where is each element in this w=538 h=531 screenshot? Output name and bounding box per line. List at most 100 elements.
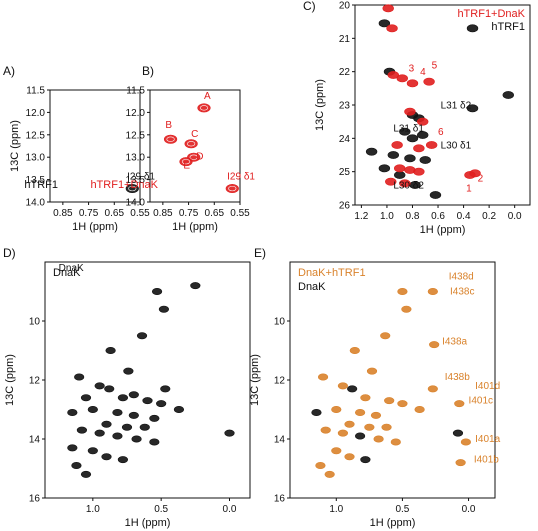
peak-red — [406, 79, 419, 88]
y-tick-label: 13.5 — [26, 175, 46, 186]
peak-orange — [380, 332, 391, 340]
peak-black — [101, 453, 112, 461]
peak-black — [417, 131, 429, 139]
y-tick-label: 25 — [339, 167, 351, 178]
peak-annotation: I438c — [450, 286, 474, 297]
peak-black — [105, 346, 116, 354]
peak-black — [466, 104, 479, 113]
peak-orange — [317, 373, 329, 381]
x-tick-label: 0.5 — [395, 504, 409, 515]
peak-red — [425, 141, 438, 149]
x-tick-label: 1.0 — [329, 504, 343, 515]
peak-black — [347, 385, 358, 393]
x-tick-label: 0.5 — [154, 504, 168, 515]
x-tick-label: 1.0 — [380, 211, 394, 222]
peak-black — [173, 405, 185, 413]
peak-orange — [390, 438, 401, 446]
peak-red — [469, 169, 481, 178]
peak-contour — [181, 159, 191, 165]
y-tick-label: 12.5 — [126, 130, 146, 141]
peak-red — [184, 139, 198, 149]
peak-annotation: I438b — [445, 372, 470, 383]
y-tick-label: 13.5 — [126, 175, 146, 186]
peak-red — [386, 24, 398, 33]
peak-red — [382, 4, 394, 13]
peak-black — [121, 423, 133, 431]
peak-annotation: 4 — [420, 67, 426, 78]
peak-orange — [384, 397, 395, 405]
peak-red — [404, 107, 416, 116]
peak-orange — [401, 305, 412, 313]
peak-black — [466, 24, 479, 33]
y-tick-label: 16 — [29, 494, 41, 505]
peak-red — [225, 184, 239, 194]
peak-black — [406, 134, 419, 143]
peak-black — [128, 411, 139, 419]
peak-orange — [337, 382, 349, 390]
peak-orange — [373, 435, 384, 443]
peak-red — [417, 117, 429, 126]
x-tick-label: 0.4 — [457, 211, 471, 222]
y-axis-label: 13C (ppm) — [314, 79, 326, 131]
peak-annotation: I401b — [474, 455, 499, 466]
x-axis-label: 1H (ppm) — [420, 224, 466, 236]
peak-black — [452, 429, 464, 437]
peak-red — [163, 134, 178, 144]
panel-label: C) — [303, 0, 316, 13]
peak-annotation: C — [191, 129, 198, 140]
peak-contour — [128, 185, 137, 192]
legend-entry: hTRF1+DnaK — [457, 8, 525, 20]
x-tick-label: 0.8 — [406, 211, 420, 222]
legend-entry: hTRF1 — [491, 21, 525, 33]
y-tick-label: 12.0 — [126, 108, 146, 119]
peak-orange — [344, 420, 355, 428]
x-axis-label: 1H (ppm) — [172, 221, 218, 233]
x-tick-label: 0.65 — [205, 208, 225, 219]
peak-black — [128, 391, 139, 399]
peak-orange — [354, 408, 366, 416]
y-axis-label: 13C (ppm) — [4, 354, 16, 406]
peak-red — [396, 74, 408, 83]
panel-d: D) 1.0 0.5 0.0 10 12 14 16 1H (ppm) 13C (ppm) DnaK… — [3, 246, 251, 529]
peak-black — [156, 400, 167, 408]
y-tick-label: 13.0 — [26, 153, 46, 164]
peak-black — [149, 438, 160, 446]
peak-red — [423, 77, 435, 86]
plot-frame — [149, 89, 241, 203]
peak-annotation: DnaK — [59, 263, 84, 274]
peak-red — [399, 179, 411, 188]
y-tick-label: 16 — [274, 494, 286, 505]
y-tick-label: 12 — [29, 376, 41, 387]
x-tick-label: 0.6 — [431, 211, 445, 222]
peak-black — [125, 184, 139, 194]
x-tick-label: 0.0 — [223, 504, 237, 515]
peak-red — [394, 164, 406, 173]
peak-annotation: L31 δ1 — [393, 124, 424, 135]
peak-black — [378, 19, 391, 28]
peak-red — [413, 167, 425, 176]
peak-black — [354, 432, 366, 440]
peak-black — [151, 287, 163, 295]
peak-red — [391, 141, 403, 149]
peak-black — [149, 414, 160, 422]
peak-orange — [427, 287, 438, 295]
peak-black — [87, 405, 98, 413]
peak-orange — [337, 429, 349, 437]
peak-annotation: D — [196, 151, 203, 162]
plot-frame — [49, 89, 141, 203]
peak-orange — [397, 400, 408, 408]
peak-annotation: I29 δ1 — [227, 172, 255, 183]
y-tick-label: 13.0 — [126, 153, 146, 164]
peak-black — [378, 164, 391, 173]
y-tick-label: 14.0 — [126, 198, 146, 209]
y-axis-label: 13C (ppm) — [9, 120, 21, 172]
peak-annotation: 1 — [466, 184, 472, 195]
panel-b: B) 0.85 0.75 0.65 0.55 11.5 12.0 12.5 13.0 13.5 14… — [90, 64, 255, 233]
peak-black — [365, 147, 378, 156]
legend-entry: DnaK+hTRF1 — [298, 267, 366, 279]
peak-orange — [397, 287, 408, 295]
y-tick-label: 11.5 — [126, 86, 145, 97]
y-tick-label: 23 — [339, 101, 351, 112]
x-tick-label: 0.75 — [179, 208, 199, 219]
peak-orange — [331, 405, 342, 413]
